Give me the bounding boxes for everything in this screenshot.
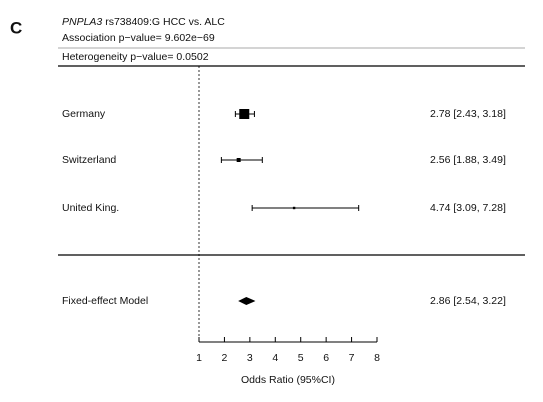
x-tick-label: 7 (349, 352, 355, 364)
study-name: Germany (62, 108, 106, 120)
point-estimate (236, 158, 241, 162)
summary-diamond (238, 297, 256, 305)
study-name: United King. (62, 202, 119, 214)
x-tick-label: 1 (196, 352, 202, 364)
title-rest: rs738409:G HCC vs. ALC (102, 16, 225, 28)
panel-label: C (10, 18, 22, 37)
summary-label: 2.86 [2.54, 3.22] (430, 295, 506, 307)
point-estimate (292, 206, 296, 210)
x-tick-label: 5 (298, 352, 304, 364)
x-tick-label: 6 (323, 352, 329, 364)
point-estimate (239, 109, 250, 119)
x-tick-label: 4 (272, 352, 278, 364)
heterogeneity-p: Heterogeneity p−value= 0.0502 (62, 51, 209, 63)
title: PNPLA3 rs738409:G HCC vs. ALC (62, 16, 225, 28)
estimate-label: 2.78 [2.43, 3.18] (430, 108, 506, 120)
gene-name: PNPLA3 (62, 16, 102, 28)
estimate-label: 2.56 [1.88, 3.49] (430, 154, 506, 166)
x-axis-label: Odds Ratio (95%CI) (241, 374, 335, 386)
x-tick-label: 8 (374, 352, 380, 364)
x-tick-label: 3 (247, 352, 253, 364)
estimate-label: 4.74 [3.09, 7.28] (430, 202, 506, 214)
association-p: Association p−value= 9.602e−69 (62, 32, 215, 44)
study-name: Switzerland (62, 154, 116, 166)
summary-name: Fixed-effect Model (62, 295, 148, 307)
x-tick-label: 2 (222, 352, 228, 364)
